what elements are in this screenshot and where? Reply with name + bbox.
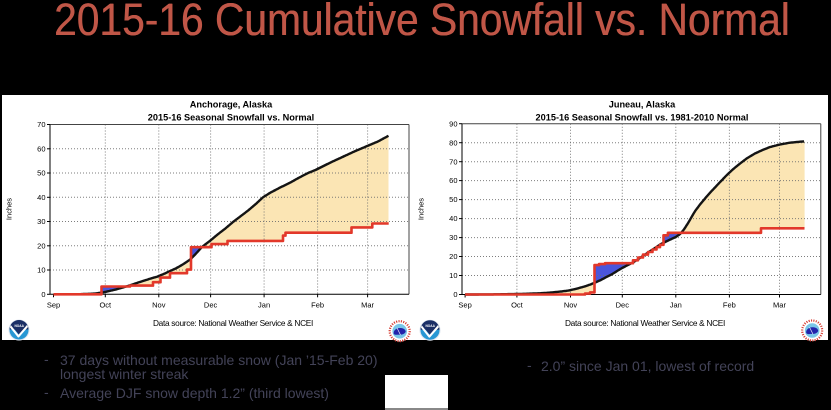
svg-text:Jan: Jan [258,301,270,310]
svg-text:30: 30 [37,217,45,226]
svg-text:NOAA: NOAA [15,324,25,328]
svg-text:50: 50 [449,195,457,204]
svg-text:40: 40 [449,214,457,223]
svg-text:Data source: National Weather: Data source: National Weather Service & … [153,318,313,328]
svg-text:70: 70 [37,120,45,129]
svg-text:Mar: Mar [361,301,374,310]
svg-text:0: 0 [41,290,45,299]
svg-text:2015-16 Seasonal Snowfall vs.: 2015-16 Seasonal Snowfall vs. 1981-2010 … [536,113,749,123]
svg-text:NOAA: NOAA [426,324,436,328]
svg-text:Dec: Dec [204,301,218,310]
svg-text:Anchorage, Alaska: Anchorage, Alaska [190,100,273,110]
svg-text:Jan: Jan [670,301,682,310]
svg-text:Data source: National Weather: Data source: National Weather Service & … [565,318,725,328]
svg-text:Nov: Nov [564,301,578,310]
svg-text:40: 40 [37,193,45,202]
svg-text:Mar: Mar [773,301,786,310]
svg-text:10: 10 [37,266,45,275]
svg-text:50: 50 [37,169,45,178]
svg-text:Juneau, Alaska: Juneau, Alaska [609,100,676,110]
svg-text:60: 60 [449,176,457,185]
svg-text:30: 30 [449,233,457,242]
svg-text:Inches: Inches [417,198,426,220]
svg-text:Oct: Oct [99,301,112,310]
svg-text:20: 20 [37,241,45,250]
svg-text:Nov: Nov [152,301,166,310]
svg-text:Oct: Oct [511,301,524,310]
svg-text:2015-16 Seasonal Snowfall vs.: 2015-16 Seasonal Snowfall vs. Normal [148,113,314,123]
svg-text:20: 20 [449,252,457,261]
svg-text:70: 70 [449,157,457,166]
svg-text:Feb: Feb [311,301,324,310]
svg-text:90: 90 [449,119,457,128]
svg-text:0: 0 [453,290,457,299]
svg-text:Inches: Inches [5,198,14,220]
svg-text:60: 60 [37,144,45,153]
svg-text:Sep: Sep [47,301,60,310]
svg-text:80: 80 [449,138,457,147]
svg-text:Feb: Feb [723,301,736,310]
svg-text:Sep: Sep [458,301,471,310]
svg-text:10: 10 [449,271,457,280]
svg-text:Dec: Dec [616,301,630,310]
